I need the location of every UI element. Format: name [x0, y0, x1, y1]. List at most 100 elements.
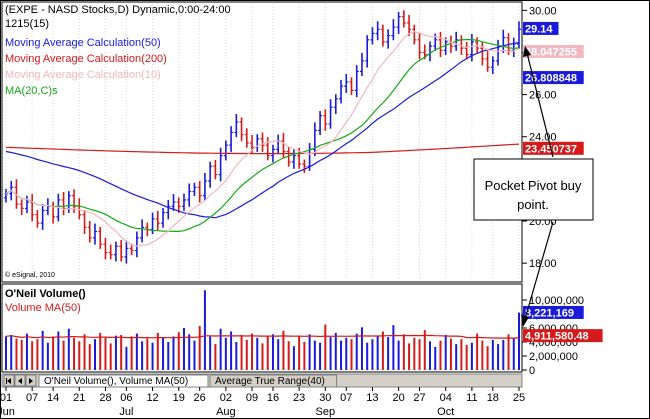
study-tab-label: O'Neil Volume(), Volume MA(50): [44, 376, 188, 387]
price-bar: [318, 111, 323, 136]
price-bar: [197, 180, 202, 203]
study-tab[interactable]: Average True Range(40): [209, 374, 338, 388]
price-bar: [339, 79, 344, 104]
price-bar: [108, 244, 113, 260]
scroll-right-button[interactable]: [25, 374, 37, 387]
price-bar: [92, 223, 97, 245]
moving-average-lines: [5, 30, 520, 247]
volume-bars: [5, 290, 520, 370]
arrow-head-price: [523, 46, 531, 57]
grid: [5, 4, 520, 280]
price-bar: [396, 12, 401, 34]
annotation-line2: point.: [517, 197, 549, 212]
price-badge: [523, 141, 584, 155]
volume-tick-label: 2,000,000: [529, 351, 578, 363]
volume-badge: [523, 329, 603, 343]
price-bar: [302, 159, 307, 173]
price-axis: 30.0028.0026.0024.0022.0020.0018.0029.14…: [522, 5, 584, 270]
price-tick-label: 24.00: [529, 132, 557, 144]
price-bar: [469, 33, 474, 62]
price-badge: [523, 21, 559, 35]
annotation-box: [473, 158, 594, 221]
price-bar: [208, 161, 213, 188]
price-bar: [443, 37, 448, 55]
price-bar: [417, 33, 422, 60]
volume-ma-line: [5, 334, 520, 339]
date-tick-label: 07: [26, 392, 38, 404]
volume-pane-subtitle: Volume MA(50): [5, 302, 81, 314]
ma-line: [5, 41, 520, 219]
study-legend: Moving Average Calculation(50) Moving Ave…: [5, 37, 167, 97]
price-badge-value: 29.14: [525, 23, 553, 35]
ma-line: [5, 38, 520, 232]
date-tick-label: 21: [73, 392, 85, 404]
price-bar: [61, 191, 66, 216]
price-bar: [161, 207, 166, 228]
study-tab[interactable]: O'Neil Volume(), Volume MA(50): [38, 374, 209, 388]
price-badge-value: 26.808848: [525, 73, 577, 85]
price-bar: [323, 109, 328, 131]
scroll-left-button[interactable]: [14, 374, 26, 387]
price-bar: [223, 140, 228, 161]
date-tick-label: 19: [173, 392, 185, 404]
price-bar: [124, 240, 129, 264]
volume-pane-title: O'Neil Volume(): [5, 288, 86, 300]
price-bar: [176, 197, 181, 214]
price-bar: [291, 149, 296, 169]
price-badge-value: 28.047255: [525, 46, 577, 58]
price-bar: [40, 204, 45, 230]
study-label: Moving Average Calculation(50): [5, 37, 161, 49]
date-tick-label: 02: [220, 392, 232, 404]
price-bar: [286, 146, 291, 167]
volume-badge: [523, 305, 584, 319]
price-bar: [391, 19, 396, 41]
date-tick-label: 11: [466, 392, 477, 404]
date-month-label: Oct: [437, 406, 454, 418]
chart-title: (EXPE - NASD Stocks,D) Dynamic,0:00-24:0…: [5, 4, 231, 16]
price-bar: [375, 21, 380, 41]
annotation-arrow-volume: [524, 221, 554, 320]
arrow-head-volume: [521, 315, 529, 327]
chart-interval: 1215(15): [5, 18, 49, 30]
price-bar: [171, 194, 176, 211]
price-bar: [134, 231, 139, 258]
price-bar: [155, 210, 160, 230]
price-badge: [523, 44, 584, 58]
date-tick-label: 13: [366, 392, 378, 404]
price-tick-label: 18.00: [529, 258, 557, 270]
date-tick-label: 18: [487, 392, 499, 404]
price-bar: [98, 226, 103, 249]
annotation-arrow-price: [526, 52, 554, 158]
scroll-left-end-button[interactable]: [3, 374, 15, 387]
price-bar: [485, 50, 490, 72]
price-bar: [349, 77, 354, 96]
price-bar: [380, 24, 385, 47]
price-bar: [166, 199, 171, 220]
price-bar: [490, 56, 495, 74]
price-bar: [370, 27, 375, 45]
price-bar: [480, 41, 485, 66]
price-bar: [187, 183, 192, 207]
date-tick-label: 06: [120, 392, 132, 404]
study-label: Moving Average Calculation(200): [5, 53, 167, 65]
price-bar: [181, 193, 186, 211]
price-bar: [140, 219, 145, 243]
volume-tick-label: 10,000,000: [529, 295, 584, 307]
date-axis: 01 07 14 21 28 06 12 19 26 02 09 16 23 30 07 13 20 27 04 11…: [1, 387, 525, 418]
date-tick-label: 07: [340, 392, 352, 404]
price-bar: [464, 41, 469, 60]
volume-badge-value: 8,221,169: [525, 307, 574, 319]
price-bar: [119, 239, 124, 262]
study-tabs: O'Neil Volume(), Volume MA(50) Average Tr…: [38, 374, 338, 388]
price-bar: [82, 210, 87, 235]
date-tick-label: 30: [319, 392, 331, 404]
price-bar: [213, 159, 218, 180]
date-tick-label: 26: [194, 392, 206, 404]
price-bar: [103, 237, 108, 260]
price-bar: [87, 221, 92, 243]
price-bar: [359, 52, 364, 77]
date-tick-label: 28: [99, 392, 111, 404]
price-tick-label: 30.00: [529, 5, 557, 17]
price-bar: [14, 179, 19, 209]
price-bar: [407, 14, 412, 37]
